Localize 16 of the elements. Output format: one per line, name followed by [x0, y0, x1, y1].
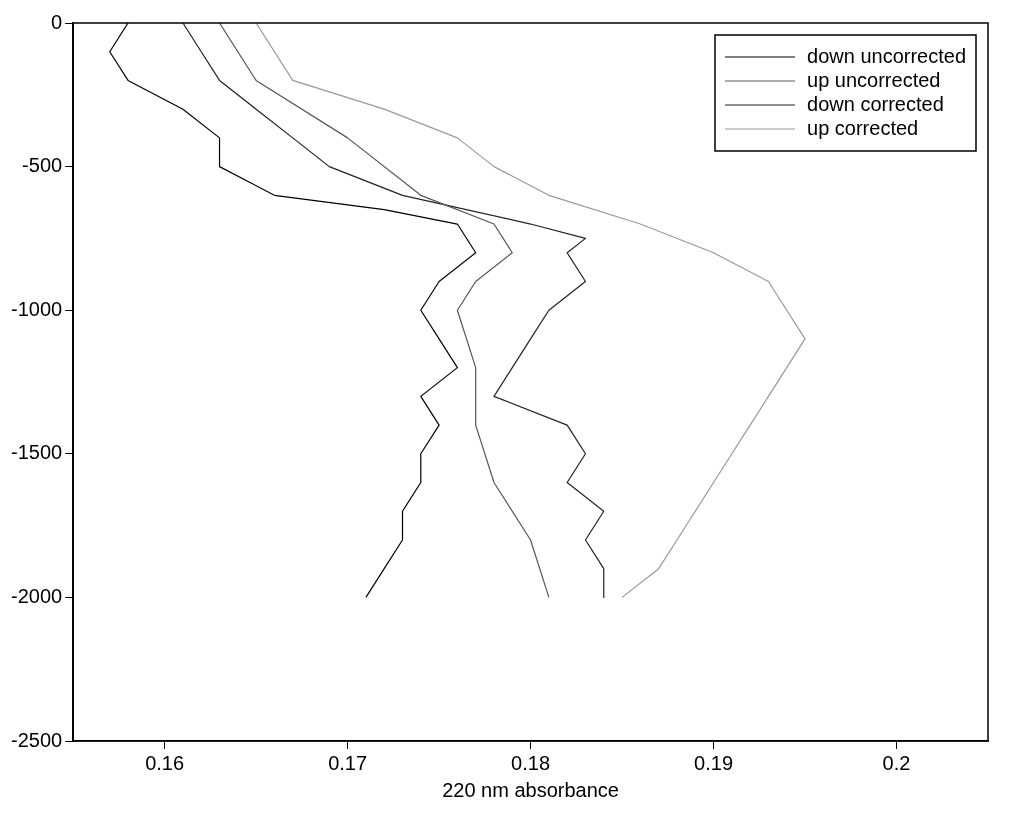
x-tick-label: 0.19	[694, 751, 734, 774]
x-tick-label: 0.18	[511, 751, 551, 774]
y-tick-label: -500	[22, 154, 63, 177]
x-tick-label: 0.17	[328, 751, 368, 774]
legend-label: down corrected	[807, 92, 944, 115]
y-tick-label: -2500	[11, 728, 63, 751]
y-tick-label: -1500	[11, 441, 63, 464]
legend-label: up uncorrected	[807, 68, 941, 91]
x-tick-label: 0.16	[145, 751, 185, 774]
y-tick-label: -2000	[11, 584, 63, 607]
y-tick-label: -1000	[11, 297, 63, 320]
x-tick-label: 0.2	[882, 751, 911, 774]
x-axis-title: 220 nm absorbance	[442, 778, 619, 801]
y-tick-label: 0	[51, 10, 63, 33]
legend-label: down uncorrected	[807, 44, 966, 67]
legend-label: up corrected	[807, 116, 919, 139]
